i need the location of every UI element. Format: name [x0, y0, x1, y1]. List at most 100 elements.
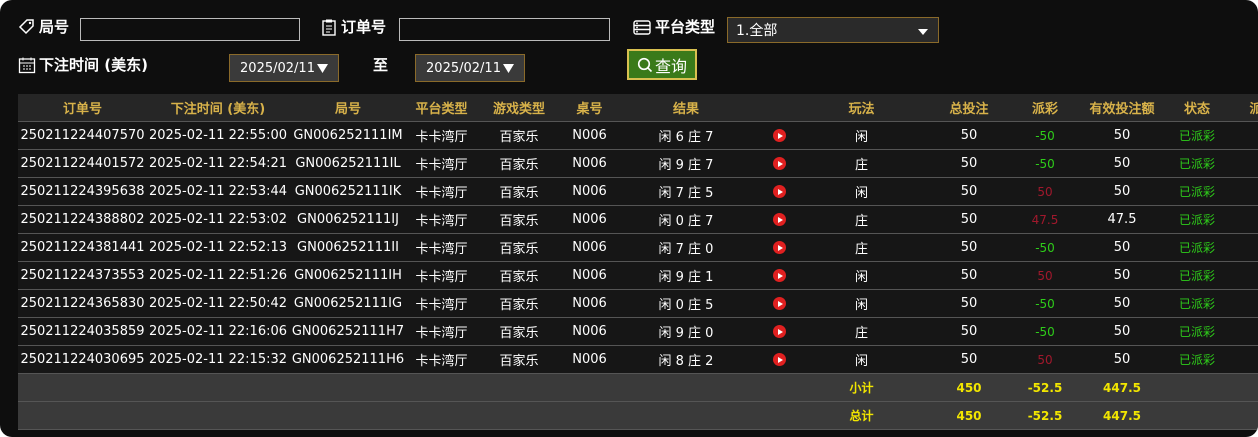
round-input[interactable] — [80, 18, 300, 41]
header-cell: 下注时间 (美东) — [147, 94, 289, 122]
cell: 百家乐 — [476, 121, 562, 150]
cell: GN006252111IM — [289, 121, 407, 150]
cell: 50 — [1072, 177, 1172, 206]
cell: 卡卡湾厅 — [407, 233, 476, 262]
cell: 50 — [1072, 345, 1172, 374]
cell: 250211224381441 — [18, 233, 147, 262]
cell: 闲 — [803, 177, 920, 206]
cell: -50 — [1018, 317, 1072, 346]
cell: GN006252111II — [289, 233, 407, 262]
date-to-picker[interactable]: 2025/02/11 — [415, 54, 525, 82]
cell: 百家乐 — [476, 149, 562, 178]
cell: 卡卡湾厅 — [407, 121, 476, 150]
cell: 卡卡湾厅 — [407, 205, 476, 234]
cell: 已派彩 — [1172, 177, 1222, 206]
play-video-button[interactable] — [772, 213, 786, 226]
cell: 2025-02-11 22:15:32 — [147, 345, 289, 374]
summary-cell: 447.5 — [1072, 373, 1172, 402]
list-icon — [633, 19, 651, 35]
cell: 已派彩 — [1172, 317, 1222, 346]
summary-cell: 450 — [920, 373, 1018, 402]
platform-filter-label: 平台类型 — [632, 16, 715, 37]
video-cell — [755, 149, 803, 178]
play-video-button[interactable] — [772, 185, 786, 198]
cell: 庄 — [803, 149, 920, 178]
label: 平台类型 — [655, 18, 716, 36]
cell: 250211224373553 — [18, 261, 147, 290]
cell: 250211224401572 — [18, 149, 147, 178]
video-cell — [755, 289, 803, 318]
summary-cell: 450 — [920, 401, 1018, 430]
cell: 卡卡湾厅 — [407, 177, 476, 206]
date-from-picker[interactable]: 2025/02/11 — [229, 54, 339, 82]
cell: -50 — [1018, 233, 1072, 262]
cell: 50 — [1018, 261, 1072, 290]
cell: 2025-02-11 22:54:21 — [147, 149, 289, 178]
play-video-button[interactable] — [772, 325, 786, 338]
bet-row: 250211224395638 2025-02-11 22:53:44 GN0062… — [18, 177, 1258, 206]
play-video-button[interactable] — [772, 129, 786, 142]
header-cell: 局号 — [289, 94, 407, 122]
cell: 250211224030695 — [18, 345, 147, 374]
order-filter-label: 订单号 — [320, 16, 386, 37]
bet-row: 250211224030695 2025-02-11 22:15:32 GN0062… — [18, 345, 1258, 374]
play-video-button[interactable] — [772, 297, 786, 310]
table-wrapper: 订单号 下注时间 (美东) 局号 平台类型 游戏类型 桌号 结果 玩法 总投注 派彩 有效投注额 状态… — [18, 94, 1258, 437]
cell: GN006252111H7 — [289, 317, 407, 346]
empty-cell — [18, 373, 147, 402]
cell — [1222, 261, 1258, 290]
cell: 卡卡湾厅 — [407, 289, 476, 318]
cell: N006 — [562, 289, 617, 318]
cell: N006 — [562, 233, 617, 262]
dropdown-arrow — [502, 63, 514, 73]
play-video-button[interactable] — [772, 157, 786, 170]
video-cell — [755, 177, 803, 206]
button-text: 查询 — [654, 56, 687, 76]
play-video-button[interactable] — [772, 241, 786, 254]
header-cell: 派彩 — [1018, 94, 1072, 122]
cell: 已派彩 — [1172, 205, 1222, 234]
summary-row: 小计 450 -52.5 447.5 — [18, 373, 1258, 402]
cell: 百家乐 — [476, 345, 562, 374]
header-row: 订单号 下注时间 (美东) 局号 平台类型 游戏类型 桌号 结果 玩法 总投注 派彩 有效投注额 状态… — [18, 94, 1258, 122]
query-button[interactable]: 查询 — [627, 49, 697, 80]
platform-select[interactable]: 1.全部 — [727, 17, 939, 43]
header-cell: 派 — [1222, 94, 1258, 122]
cell: 2025-02-11 22:52:13 — [147, 233, 289, 262]
cell: 50 — [1072, 261, 1172, 290]
bet-row: 250211224373553 2025-02-11 22:51:26 GN0062… — [18, 261, 1258, 290]
order-input[interactable] — [399, 18, 610, 41]
cell — [1222, 233, 1258, 262]
play-video-button[interactable] — [772, 269, 786, 282]
play-video-button[interactable] — [772, 353, 786, 366]
cell: 百家乐 — [476, 261, 562, 290]
cell: 250211224035859 — [18, 317, 147, 346]
cell: 闲 6 庄 7 — [617, 121, 755, 150]
bet-row: 250211224401572 2025-02-11 22:54:21 GN0062… — [18, 149, 1258, 178]
cell: 50 — [1018, 177, 1072, 206]
calendar-icon — [18, 57, 36, 73]
video-cell — [755, 345, 803, 374]
empty-cell — [1222, 401, 1258, 430]
cell: 250211224365830 — [18, 289, 147, 318]
summary-cell: 447.5 — [1072, 401, 1172, 430]
bet-row: 250211224381441 2025-02-11 22:52:13 GN0062… — [18, 233, 1258, 262]
cell: -50 — [1018, 149, 1072, 178]
empty-cell — [476, 401, 562, 430]
cell: GN006252111IG — [289, 289, 407, 318]
video-cell — [755, 121, 803, 150]
cell: 百家乐 — [476, 233, 562, 262]
cell: 闲 9 庄 7 — [617, 149, 755, 178]
cell: 卡卡湾厅 — [407, 261, 476, 290]
cell: GN006252111H6 — [289, 345, 407, 374]
summary-cell: 总计 — [803, 401, 920, 430]
cell — [1222, 317, 1258, 346]
empty-cell — [407, 401, 476, 430]
cell: 百家乐 — [476, 289, 562, 318]
cell: 庄 — [803, 233, 920, 262]
cell: 47.5 — [1072, 205, 1172, 234]
cell: N006 — [562, 121, 617, 150]
cell: N006 — [562, 261, 617, 290]
video-cell — [755, 261, 803, 290]
